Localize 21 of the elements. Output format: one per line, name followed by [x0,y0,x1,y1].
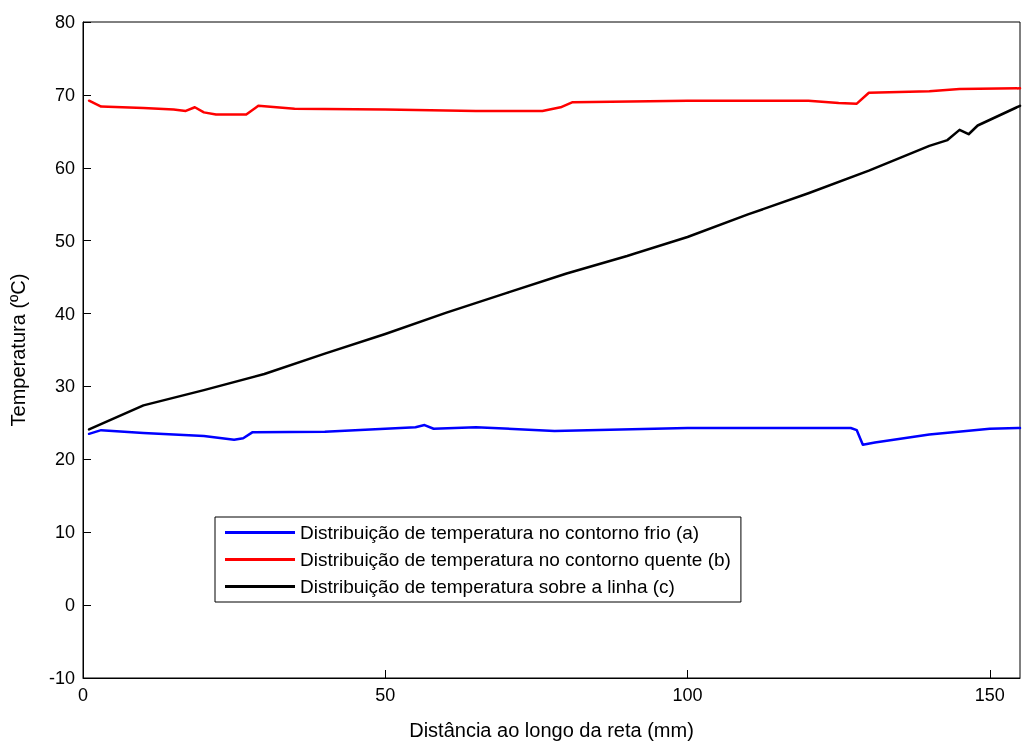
x-tick-label: 0 [77,685,89,705]
y-tick-label: 0 [64,595,75,616]
line-series [87,87,1022,116]
y-tick-label: 70 [54,84,75,105]
y-tick-label: 20 [54,449,75,470]
x-tick-label: 150 [974,685,1005,705]
y-tick-label: 80 [54,12,75,32]
legend-label: Distribuição de temperatura sobre a linha (c) [300,576,675,597]
legend-label: Distribuição de temperatura no contorno quente (b) [300,549,731,570]
y-tick-label: 10 [54,522,75,543]
line-series [87,423,1022,447]
x-tick-label: 100 [672,685,703,705]
y-tick-label: 60 [54,157,75,178]
y-tick-label: 30 [54,376,75,397]
legend-label: Distribuição de temperatura no contorno frio (a) [300,522,700,543]
y-tick-label: -10 [48,668,75,688]
y-tick-label: 50 [54,230,75,251]
y-tick-label: 40 [54,303,75,324]
x-tick-label: 50 [375,685,396,705]
x-axis-title: Distância ao longo da reta (mm) [409,719,694,741]
y-axis-title: Temperatura (ºC) [7,273,29,427]
